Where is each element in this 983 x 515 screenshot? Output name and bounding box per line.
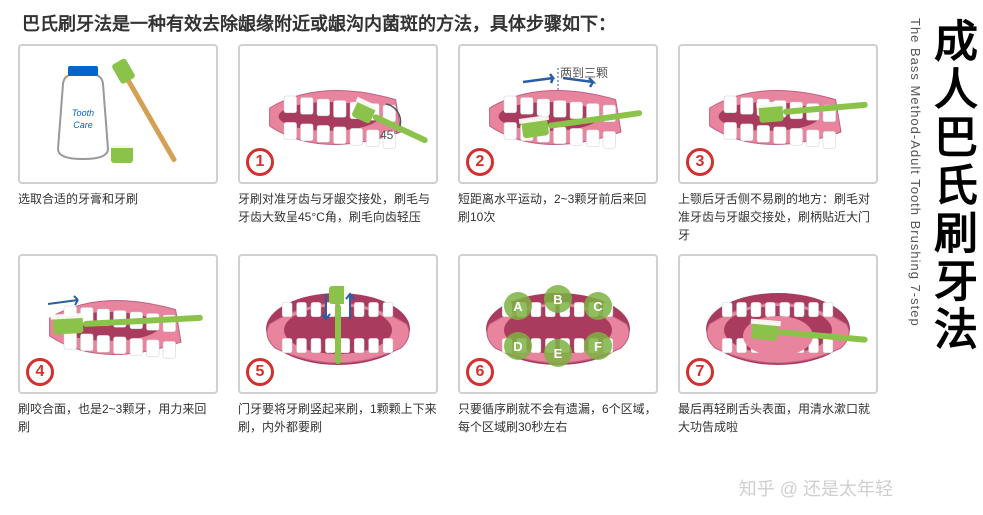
step-caption: 选取合适的牙膏和牙刷 [18,190,218,208]
watermark: 知乎 @ 还是太年轻 [739,475,893,501]
svg-text:B: B [553,292,562,307]
step-illustration: Tooth Care [18,44,218,184]
step-illustration: 1 45° [238,44,438,184]
step-cell-6: A B C D E F 6 只要循序刷就不会有遗漏，6个区域，每个区域刷30秒左右 [458,254,668,436]
step-illustration: 5 [238,254,438,394]
step-illustration: 7 [678,254,878,394]
step-number: 5 [246,358,274,386]
step-number: 3 [686,148,714,176]
step-illustration: 3 [678,44,878,184]
step-caption: 刷咬合面，也是2~3颗牙，用力来回刷 [18,400,218,436]
svg-text:Care: Care [73,120,93,130]
step-cell-0: Tooth Care 选取合适的牙膏和牙刷 [18,44,228,244]
step-cell-1: 1 45° 牙刷对准牙齿与牙龈交接处，刷毛与牙齿大致呈45°C角，刷毛向齿轻压 [238,44,448,244]
svg-text:D: D [513,339,522,354]
vertical-title: 成人巴氏刷牙法 The Bass Method-Adult Tooth Brus… [913,18,973,498]
step-number: 1 [246,148,274,176]
step-illustration: 2 两到三颗 [458,44,658,184]
step-caption: 短距离水平运动，2~3颗牙前后来回刷10次 [458,190,658,226]
step-cell-7: 7 最后再轻刷舌头表面，用清水漱口就大功告成啦 [678,254,888,436]
steps-grid: Tooth Care 选取合适的牙膏和牙刷 1 45° 牙刷对准牙齿与牙龈交接处，刷… [18,44,888,436]
step-cell-5: 5 门牙要将牙刷竖起来刷，1颗颗上下来刷，内外都要刷 [238,254,448,436]
step-annotation: 45° [380,128,398,142]
step-cell-4: 4 刷咬合面，也是2~3颗牙，用力来回刷 [18,254,228,436]
svg-text:A: A [513,299,523,314]
step-caption: 只要循序刷就不会有遗漏，6个区域，每个区域刷30秒左右 [458,400,658,436]
svg-text:Tooth: Tooth [72,108,94,118]
title-cn: 成人巴氏刷牙法 [929,18,973,498]
step-number: 4 [26,358,54,386]
svg-text:C: C [593,299,603,314]
step-illustration: A B C D E F 6 [458,254,658,394]
step-cell-3: 3 上颚后牙舌侧不易刷的地方：刷毛对准牙齿与牙龈交接处，刷柄贴近大门牙 [678,44,888,244]
svg-text:E: E [554,346,563,361]
step-cell-2: 2 两到三颗短距离水平运动，2~3颗牙前后来回刷10次 [458,44,668,244]
step-number: 7 [686,358,714,386]
step-illustration: 4 [18,254,218,394]
step-annotation: 两到三颗 [560,64,608,81]
page-header: 巴氏刷牙法是一种有效去除龈缘附近或龈沟内菌斑的方法，具体步骤如下： [22,10,616,36]
title-en: The Bass Method-Adult Tooth Brushing 7-s… [908,18,923,498]
step-number: 2 [466,148,494,176]
step-caption: 上颚后牙舌侧不易刷的地方：刷毛对准牙齿与牙龈交接处，刷柄贴近大门牙 [678,190,878,244]
step-caption: 牙刷对准牙齿与牙龈交接处，刷毛与牙齿大致呈45°C角，刷毛向齿轻压 [238,190,438,226]
step-caption: 门牙要将牙刷竖起来刷，1颗颗上下来刷，内外都要刷 [238,400,438,436]
svg-text:F: F [594,339,602,354]
step-number: 6 [466,358,494,386]
step-caption: 最后再轻刷舌头表面，用清水漱口就大功告成啦 [678,400,878,436]
